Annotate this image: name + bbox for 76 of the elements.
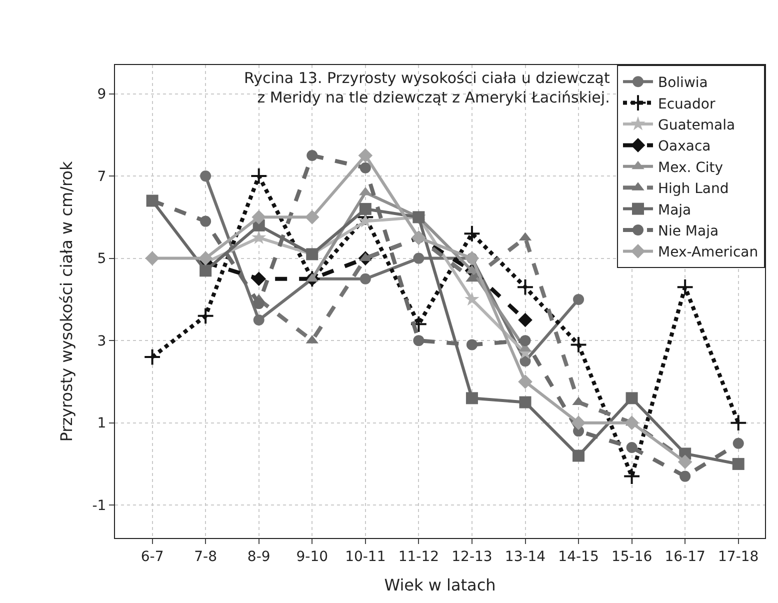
point: [623, 468, 640, 485]
point: [360, 273, 371, 284]
point: [144, 348, 161, 366]
point: [732, 458, 744, 470]
x-tick-label: 12-13: [452, 548, 492, 565]
point: [304, 210, 320, 224]
point: [519, 396, 532, 408]
point: [626, 392, 638, 404]
x-tick-label: 7-8: [194, 548, 218, 565]
point: [252, 272, 266, 286]
y-tick-label: -1: [92, 498, 106, 514]
y-tick-label: 9: [97, 86, 106, 103]
legend-label: High Land: [658, 181, 729, 198]
point: [413, 252, 424, 264]
x-tick-label: 17-18: [718, 548, 759, 565]
point: [464, 292, 480, 306]
point: [410, 315, 428, 333]
x-tick-label: 14-15: [558, 548, 599, 565]
legend-label: Nie Maja: [658, 223, 719, 240]
x-tick-label: 15-16: [611, 548, 652, 565]
y-tick-label: 7: [97, 168, 106, 185]
legend-label: Maja: [658, 202, 692, 218]
y-tick-label: 1: [97, 416, 106, 432]
point: [520, 335, 531, 346]
point: [626, 442, 638, 454]
legend-label: Ecuador: [658, 96, 716, 112]
point: [200, 170, 212, 182]
text: Rycina 13. Przyrosty wysokości ciała u dziewcząt z Meridy na tle dziewcząt z Ameryki Łacińskiej.: [244, 69, 610, 106]
point: [518, 374, 532, 389]
point: [200, 216, 212, 227]
x-tick-label: 13-14: [504, 548, 546, 565]
y-axis-title: Przyrosty wysokości ciała w cm/rok: [57, 160, 76, 442]
y-tick-label: 3: [97, 333, 106, 350]
point: [466, 392, 478, 404]
point: [358, 148, 373, 163]
point: [196, 307, 214, 325]
point: [624, 416, 639, 430]
point: [252, 210, 266, 224]
legend-label: Guatemala: [658, 117, 736, 134]
legend-label: Oaxaca: [658, 138, 711, 155]
point: [678, 454, 692, 470]
point: [145, 251, 160, 266]
legend-label: Mex. City: [658, 160, 724, 176]
point: [359, 202, 372, 215]
x-tick-label: 6-7: [140, 548, 164, 565]
point: [676, 278, 694, 296]
legend-label: Mex-American: [658, 244, 758, 261]
point: [518, 312, 532, 328]
point: [463, 224, 481, 242]
point: [680, 470, 691, 482]
x-axis-title: Wiek w latach: [384, 576, 496, 594]
point: [360, 162, 371, 174]
point: [732, 438, 744, 449]
point: [250, 167, 268, 185]
point: [516, 278, 534, 296]
legend-label: Boliwia: [658, 75, 708, 92]
x-tick-label: 11-12: [398, 548, 440, 565]
point: [200, 264, 212, 277]
point: [571, 416, 586, 430]
point: [573, 294, 584, 305]
point: [358, 214, 373, 228]
x-tick-label: 16-17: [664, 548, 706, 565]
y-tick-label: 5: [97, 251, 106, 268]
point: [198, 251, 213, 266]
point: [466, 339, 478, 350]
x-tick-label: 8-9: [247, 548, 270, 565]
point: [253, 314, 264, 326]
point: [306, 150, 318, 161]
point: [572, 450, 585, 462]
x-tick-label: 10-11: [345, 548, 386, 565]
point: [252, 230, 266, 244]
point: [253, 298, 264, 310]
x-tick-label: 9-10: [296, 548, 328, 565]
point: [413, 335, 424, 346]
point: [570, 336, 588, 354]
point: [730, 414, 748, 432]
